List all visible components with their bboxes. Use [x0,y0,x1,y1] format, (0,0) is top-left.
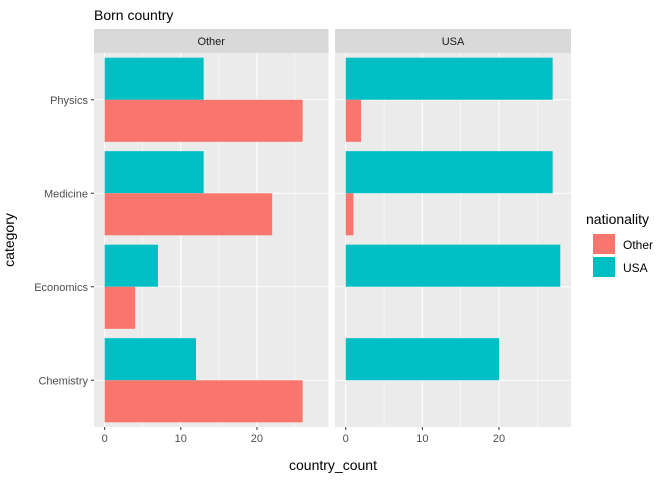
y-tick-label-economics: Economics [34,282,88,294]
bar-other-usa-chemistry [104,338,197,381]
bar-other-usa-medicine [104,151,204,194]
x-axis-title: country_count [289,457,377,473]
legend-key-usa [593,257,615,277]
bar-other-other-medicine [104,193,273,236]
facet-strip-other [94,29,329,53]
bar-usa-usa-economics [345,244,561,287]
facet-strip-usa [335,29,571,53]
facet-label-usa: USA [442,36,465,48]
x-tick-label-usa: 10 [416,433,428,445]
bar-usa-other-physics [345,99,362,142]
y-tick-label-chemistry: Chemistry [38,375,88,387]
bar-usa-usa-physics [345,57,553,100]
legend-key-other [593,234,615,254]
legend-label-other: Other [623,238,653,252]
x-tick-label-usa: 20 [493,433,505,445]
bar-usa-usa-medicine [345,151,553,194]
y-axis-title: category [1,213,17,267]
bars [104,57,561,423]
x-tick-label-other: 10 [175,433,187,445]
legend-label-usa: USA [623,261,648,275]
bar-other-usa-physics [104,57,204,100]
bar-usa-usa-chemistry [345,338,499,381]
bar-other-usa-economics [104,244,158,287]
chart-title: Born country [94,7,173,23]
x-tick-label-usa: 0 [343,433,349,445]
x-tick-label-other: 20 [251,433,263,445]
bar-other-other-chemistry [104,380,303,423]
axes: 0 10 20 0 10 20 Physics Medicine Economics Chemis… [34,95,505,445]
y-tick-label-medicine: Medicine [44,188,88,200]
bar-usa-other-medicine [345,193,354,236]
bar-other-other-physics [104,99,303,142]
legend: nationality Other USA [586,211,653,277]
x-tick-label-other: 0 [102,433,108,445]
bar-other-other-economics [104,286,136,329]
facet-label-other: Other [197,36,225,48]
y-tick-label-physics: Physics [50,95,88,107]
legend-title: nationality [586,211,649,227]
